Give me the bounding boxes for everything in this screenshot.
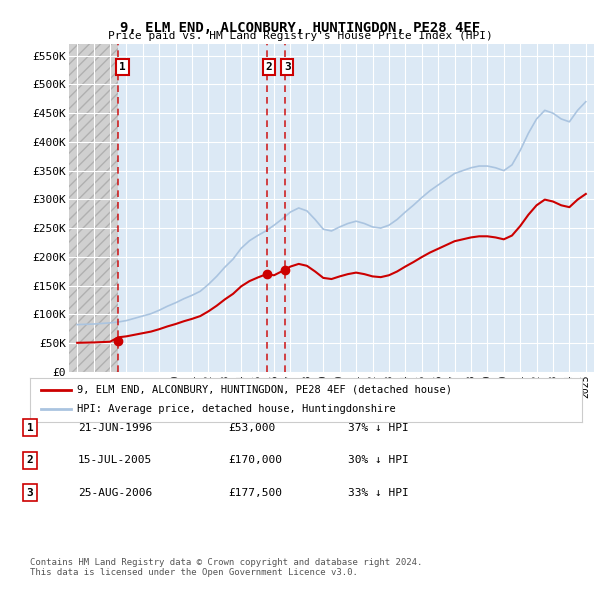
Text: 37% ↓ HPI: 37% ↓ HPI [348,423,409,432]
Text: 9, ELM END, ALCONBURY, HUNTINGDON, PE28 4EF: 9, ELM END, ALCONBURY, HUNTINGDON, PE28 … [120,21,480,35]
Bar [69,44,118,372]
Text: £170,000: £170,000 [228,455,282,465]
Text: 2: 2 [266,62,272,72]
Text: Contains HM Land Registry data © Crown copyright and database right 2024.
This d: Contains HM Land Registry data © Crown c… [30,558,422,577]
Text: £53,000: £53,000 [228,423,275,432]
Text: 1: 1 [119,62,126,72]
Text: £177,500: £177,500 [228,488,282,497]
Text: 15-JUL-2005: 15-JUL-2005 [78,455,152,465]
Text: 9, ELM END, ALCONBURY, HUNTINGDON, PE28 4EF (detached house): 9, ELM END, ALCONBURY, HUNTINGDON, PE28 … [77,385,452,395]
Text: Price paid vs. HM Land Registry's House Price Index (HPI): Price paid vs. HM Land Registry's House … [107,31,493,41]
Text: 2: 2 [26,455,34,465]
Text: 25-AUG-2006: 25-AUG-2006 [78,488,152,497]
Text: 1: 1 [26,423,34,432]
Text: 3: 3 [284,62,290,72]
Text: 21-JUN-1996: 21-JUN-1996 [78,423,152,432]
Text: 33% ↓ HPI: 33% ↓ HPI [348,488,409,497]
Text: 30% ↓ HPI: 30% ↓ HPI [348,455,409,465]
Text: HPI: Average price, detached house, Huntingdonshire: HPI: Average price, detached house, Hunt… [77,405,395,414]
Text: 3: 3 [26,488,34,497]
